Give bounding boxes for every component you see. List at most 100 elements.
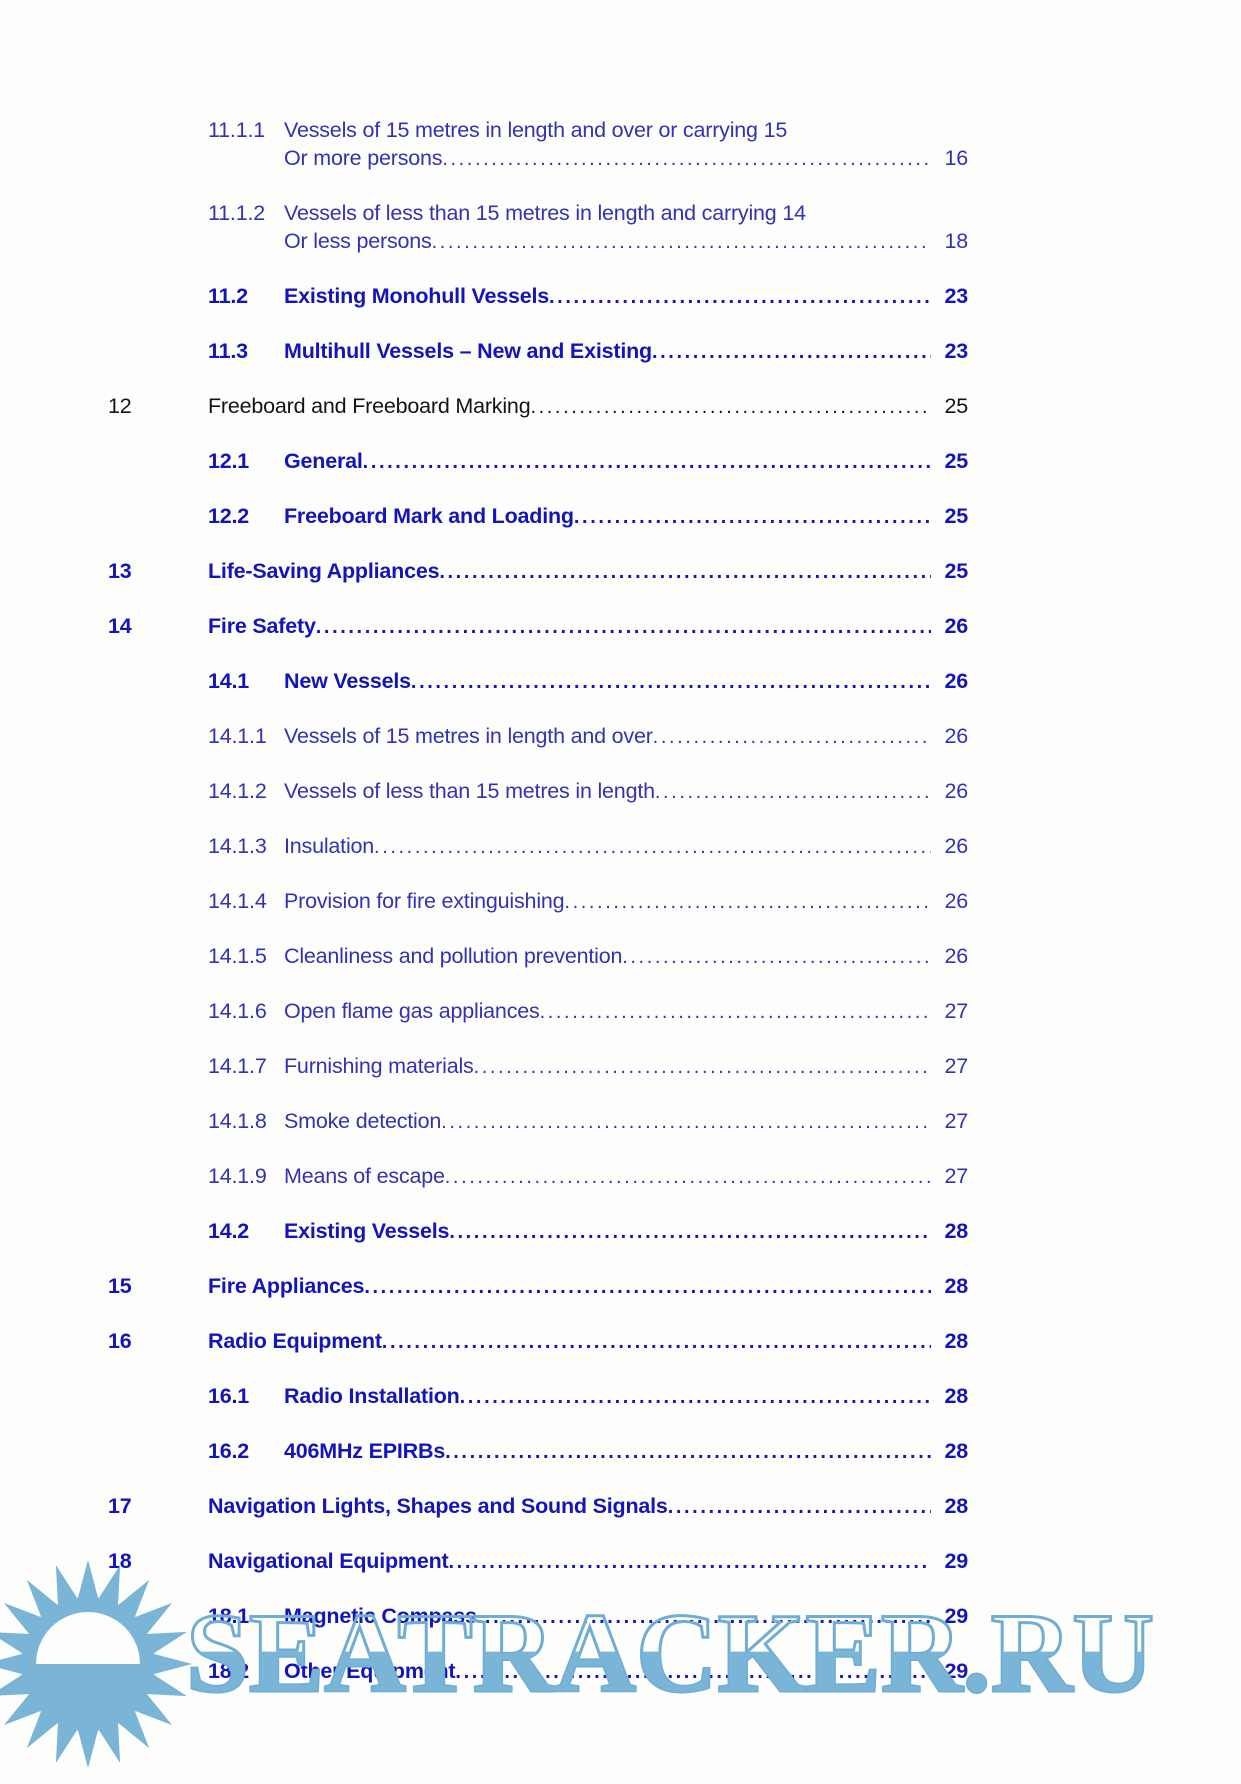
toc-entry-line: 11.1.2 Vessels of less than 15 metres in … bbox=[108, 199, 968, 227]
toc-entry-page-number: 27 bbox=[944, 1164, 968, 1188]
toc-entry-page-number: 26 bbox=[944, 614, 968, 638]
toc-entry-page-number: 26 bbox=[944, 889, 968, 913]
toc-entry-number: 17 bbox=[108, 1494, 132, 1518]
toc-leader-dots bbox=[449, 1217, 931, 1246]
toc-entry-line: 14.1.2 Vessels of less than 15 metres in … bbox=[108, 777, 968, 806]
toc-entry-title: Vessels of less than 15 metres in length… bbox=[284, 201, 806, 225]
toc-leader-dots bbox=[564, 887, 931, 916]
toc-entry-title: Freeboard and Freeboard Marking bbox=[208, 394, 531, 418]
toc-entry-line: 18 Navigational Equipment 29 bbox=[108, 1547, 968, 1576]
toc-entry-line: 16.2 406MHz EPIRBs 28 bbox=[108, 1437, 968, 1466]
toc-entry-number: 14.1.4 bbox=[208, 889, 267, 913]
toc-entry-number: 14.1.7 bbox=[208, 1054, 267, 1078]
toc-leader-dots bbox=[449, 1547, 932, 1576]
toc-entry-page-number: 27 bbox=[944, 1109, 968, 1133]
toc-entry-number: 12.1 bbox=[208, 449, 250, 473]
toc-entry-line: 12 Freeboard and Freeboard Marking 25 bbox=[108, 392, 968, 421]
toc-entry-number: 12.2 bbox=[208, 504, 250, 528]
toc-entry: 18.1 Magnetic Compass 29 bbox=[108, 1602, 968, 1631]
toc-leader-dots bbox=[432, 227, 931, 256]
toc-entry-line: 14.1.1 Vessels of 15 metres in length and… bbox=[108, 722, 968, 751]
toc-entry-title: New Vessels bbox=[284, 669, 411, 693]
toc-entry-title: 406MHz EPIRBs bbox=[284, 1439, 446, 1463]
toc-entry: 16 Radio Equipment 28 bbox=[108, 1327, 968, 1356]
toc-leader-dots bbox=[474, 1052, 931, 1081]
toc-entry-title: Other Equipment bbox=[284, 1659, 456, 1683]
toc-entry-page-number: 16 bbox=[944, 146, 968, 170]
toc-entry-page-number: 18 bbox=[944, 229, 968, 253]
toc-entry-page-number: 25 bbox=[944, 504, 968, 528]
toc-leader-dots bbox=[382, 1327, 931, 1356]
toc-leader-dots bbox=[441, 1107, 931, 1136]
toc-entry: 14.1 New Vessels 26 bbox=[108, 667, 968, 696]
toc-entry-number: 14.1.1 bbox=[208, 724, 267, 748]
toc-entry-title: Navigation Lights, Shapes and Sound Sign… bbox=[208, 1494, 668, 1518]
toc-entry-line: 18.2 Other Equipment 29 bbox=[108, 1657, 968, 1686]
toc-entry-page-number: 27 bbox=[944, 999, 968, 1023]
toc-entry: 14.1.6 Open flame gas appliances 27 bbox=[108, 997, 968, 1026]
toc-entry-number: 16 bbox=[108, 1329, 132, 1353]
toc-entry-line: 14.1.4 Provision for fire extinguishing 26 bbox=[108, 887, 968, 916]
toc-leader-dots bbox=[411, 667, 931, 696]
toc-leader-dots bbox=[460, 1382, 931, 1411]
toc-entry: 18.2 Other Equipment 29 bbox=[108, 1657, 968, 1686]
toc-entry-number: 14.1.3 bbox=[208, 834, 267, 858]
toc-entry-line: 16.1 Radio Installation 28 bbox=[108, 1382, 968, 1411]
toc-leader-dots bbox=[374, 832, 931, 861]
toc-leader-dots bbox=[653, 722, 931, 751]
toc-entry: 15 Fire Appliances 28 bbox=[108, 1272, 968, 1301]
toc-entry-page-number: 27 bbox=[944, 1054, 968, 1078]
toc-entry-number: 16.2 bbox=[208, 1439, 250, 1463]
toc-entry-line: 14.1.5 Cleanliness and pollution preventi… bbox=[108, 942, 968, 971]
toc-leader-dots bbox=[439, 557, 931, 586]
toc-entry-line: 14.1.3 Insulation 26 bbox=[108, 832, 968, 861]
toc-entry-title: Smoke detection bbox=[284, 1109, 442, 1133]
toc-leader-dots bbox=[655, 777, 931, 806]
toc-entry-page-number: 26 bbox=[944, 669, 968, 693]
toc-entry-page-number: 26 bbox=[944, 834, 968, 858]
toc-entry-number: 18.2 bbox=[208, 1659, 250, 1683]
toc-entry: 14.1.2 Vessels of less than 15 metres in … bbox=[108, 777, 968, 806]
toc-entry: 12.1 General 25 bbox=[108, 447, 968, 476]
toc-entry-page-number: 28 bbox=[944, 1494, 968, 1518]
toc-entry-line: 14.1.6 Open flame gas appliances 27 bbox=[108, 997, 968, 1026]
toc-entry-line: 13 Life-Saving Appliances 25 bbox=[108, 557, 968, 586]
toc-entry: 14 Fire Safety 26 bbox=[108, 612, 968, 641]
toc-entry-line: 12.2 Freeboard Mark and Loading 25 bbox=[108, 502, 968, 531]
toc-entry-title: Existing Vessels bbox=[284, 1219, 450, 1243]
toc-entry-line: 14.1 New Vessels 26 bbox=[108, 667, 968, 696]
toc-entry-page-number: 25 bbox=[944, 559, 968, 583]
toc-entry-line2: Or more persons 16 bbox=[108, 144, 968, 173]
toc-entry-line: 11.1.1 Vessels of 15 metres in length and… bbox=[108, 116, 968, 144]
toc-entry-page-number: 25 bbox=[944, 449, 968, 473]
toc-entry-line: 11.3 Multihull Vessels – New and Existing… bbox=[108, 337, 968, 366]
toc-entry-page-number: 28 bbox=[944, 1384, 968, 1408]
toc-entry-page-number: 23 bbox=[944, 339, 968, 363]
toc-entry-page-number: 28 bbox=[944, 1274, 968, 1298]
toc-entry-number: 18.1 bbox=[208, 1604, 250, 1628]
toc-entry: 16.1 Radio Installation 28 bbox=[108, 1382, 968, 1411]
toc-leader-dots bbox=[445, 1162, 931, 1191]
toc-entry-title: Vessels of 15 metres in length and over … bbox=[284, 118, 788, 142]
toc-entry-number: 13 bbox=[108, 559, 132, 583]
toc-entry-line: 12.1 General 25 bbox=[108, 447, 968, 476]
toc-entry-title: Furnishing materials bbox=[284, 1054, 474, 1078]
toc-leader-dots bbox=[455, 1657, 931, 1686]
toc-entry-page-number: 26 bbox=[944, 779, 968, 803]
toc-entry-number: 14.1.6 bbox=[208, 999, 267, 1023]
toc-entry-number: 12 bbox=[108, 394, 132, 418]
toc-leader-dots bbox=[549, 282, 931, 311]
toc-entry-title: Means of escape bbox=[284, 1164, 445, 1188]
toc-entry-number: 15 bbox=[108, 1274, 132, 1298]
toc-leader-dots bbox=[363, 447, 931, 476]
toc-entry-title: Life-Saving Appliances bbox=[208, 559, 440, 583]
toc-entry-title: Cleanliness and pollution prevention bbox=[284, 944, 623, 968]
toc-leader-dots bbox=[477, 1602, 931, 1631]
toc-entry-title: Freeboard Mark and Loading bbox=[284, 504, 574, 528]
toc-entry-number: 14.1.2 bbox=[208, 779, 267, 803]
toc-entry: 17 Navigation Lights, Shapes and Sound Si… bbox=[108, 1492, 968, 1521]
toc-entry: 14.1.7 Furnishing materials 27 bbox=[108, 1052, 968, 1081]
toc-entry-title: General bbox=[284, 449, 363, 473]
toc-entry-number: 14.1 bbox=[208, 669, 250, 693]
toc-entry-line: 14 Fire Safety 26 bbox=[108, 612, 968, 641]
